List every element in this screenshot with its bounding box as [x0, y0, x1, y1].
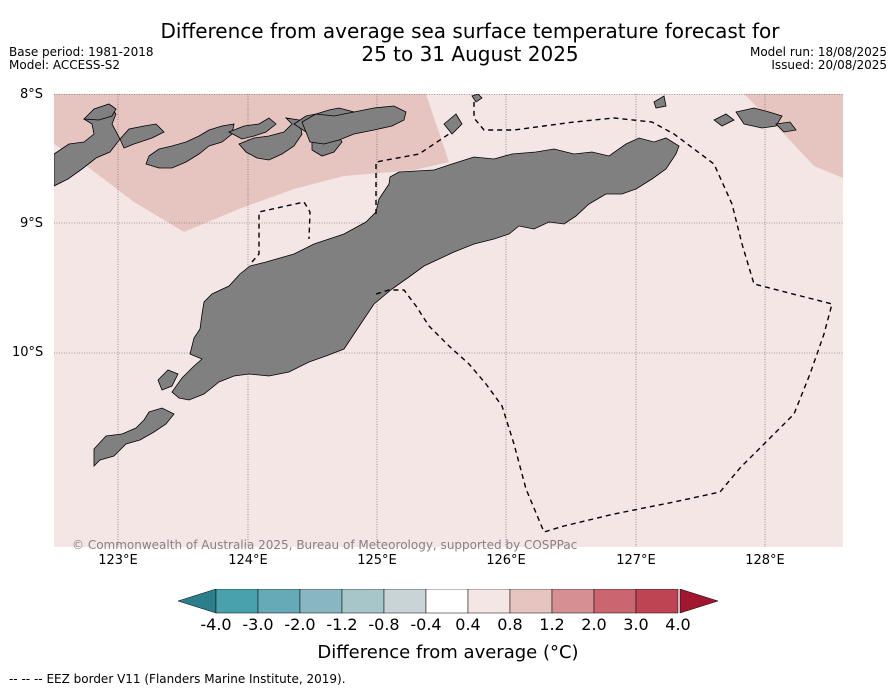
colorbar-tick-label: 4.0	[665, 615, 691, 634]
meta-right: Model run: 18/08/2025 Issued: 20/08/2025	[750, 46, 887, 72]
alor-island	[54, 105, 121, 187]
colorbar-cells	[215, 589, 679, 614]
colorbar-tick-label: 2.0	[581, 615, 607, 634]
eez-legend: -- -- -- EEZ border V11 (Flanders Marine…	[9, 672, 346, 686]
land	[54, 94, 797, 467]
colorbar-cell	[551, 589, 595, 614]
colorbar-cell	[299, 589, 343, 614]
lon-label-123e: 123°E	[98, 553, 138, 568]
lon-label-127e: 127°E	[616, 553, 656, 568]
colorbar-cell	[509, 589, 553, 614]
colorbar-tick-label: -4.0	[200, 615, 232, 634]
sst-anomaly-map	[54, 94, 843, 547]
wetar-island	[301, 105, 407, 145]
lat-label-9s: 9°S	[20, 216, 44, 231]
island-small-5	[775, 121, 797, 133]
island-small-3	[713, 113, 735, 127]
model-run-text: Model run: 18/08/2025	[749, 45, 887, 59]
eez-border	[251, 100, 833, 533]
copyright-text: © Commonwealth of Australia 2025, Bureau…	[72, 538, 578, 552]
wetar-west	[119, 123, 165, 149]
model-text: Model: ACCESS-S2	[9, 58, 121, 72]
colorbar-tick-label: -2.0	[284, 615, 316, 634]
lat-label-10s: 10°S	[12, 345, 44, 360]
eez-legend-text: EEZ border V11 (Flanders Marine Institut…	[46, 672, 346, 686]
colorbar-tick-label: 1.2	[539, 615, 565, 634]
colorbar-under-arrow	[178, 589, 217, 614]
island-small-6	[471, 94, 483, 103]
colorbar-tick-label: -1.2	[326, 615, 358, 634]
lat-label-8s: 8°S	[20, 87, 44, 102]
colorbar-cell	[425, 589, 469, 614]
page-title: Difference from average sea surface temp…	[160, 19, 780, 66]
base-period-text: Base period: 1981-2018	[9, 45, 154, 59]
lon-label-124e: 124°E	[228, 553, 268, 568]
island-cluster-b	[228, 117, 277, 140]
colorbar-tick-label: -0.4	[410, 615, 442, 634]
lon-label-126e: 126°E	[486, 553, 526, 568]
colorbar-tick-label: -3.0	[242, 615, 274, 634]
eez-legend-marker: -- -- --	[9, 672, 43, 686]
colorbar-cell	[593, 589, 637, 614]
colorbar-tick-label: 0.8	[497, 615, 523, 634]
island-small-1	[443, 113, 463, 135]
pantar-island	[83, 103, 117, 121]
colorbar-cell	[341, 589, 385, 614]
colorbar-cell	[467, 589, 511, 614]
colorbar-title: Difference from average (°C)	[317, 642, 579, 663]
colorbar-cell	[257, 589, 301, 614]
lon-label-128e: 128°E	[745, 553, 785, 568]
eez-border-outline	[375, 100, 833, 533]
colorbar-tick-label: 0.4	[455, 615, 481, 634]
island-small-2	[653, 95, 667, 109]
colorbar-cell	[635, 589, 679, 614]
islet-west-1	[157, 369, 179, 391]
colorbar-cell	[215, 589, 259, 614]
colorbar	[178, 589, 719, 614]
meta-left: Base period: 1981-2018 Model: ACCESS-S2	[9, 46, 154, 72]
colorbar-tick-label: -0.8	[368, 615, 400, 634]
colorbar-cell	[383, 589, 427, 614]
eez-border-west	[251, 201, 311, 263]
issued-text: Issued: 20/08/2025	[771, 58, 887, 72]
timor-island	[171, 137, 680, 401]
lon-label-125e: 125°E	[357, 553, 397, 568]
island-small-4	[735, 107, 783, 129]
colorbar-over-arrow	[679, 589, 719, 614]
colorbar-tick-label: 3.0	[623, 615, 649, 634]
eez-border-north	[375, 133, 450, 214]
islet-west-2	[93, 407, 175, 467]
